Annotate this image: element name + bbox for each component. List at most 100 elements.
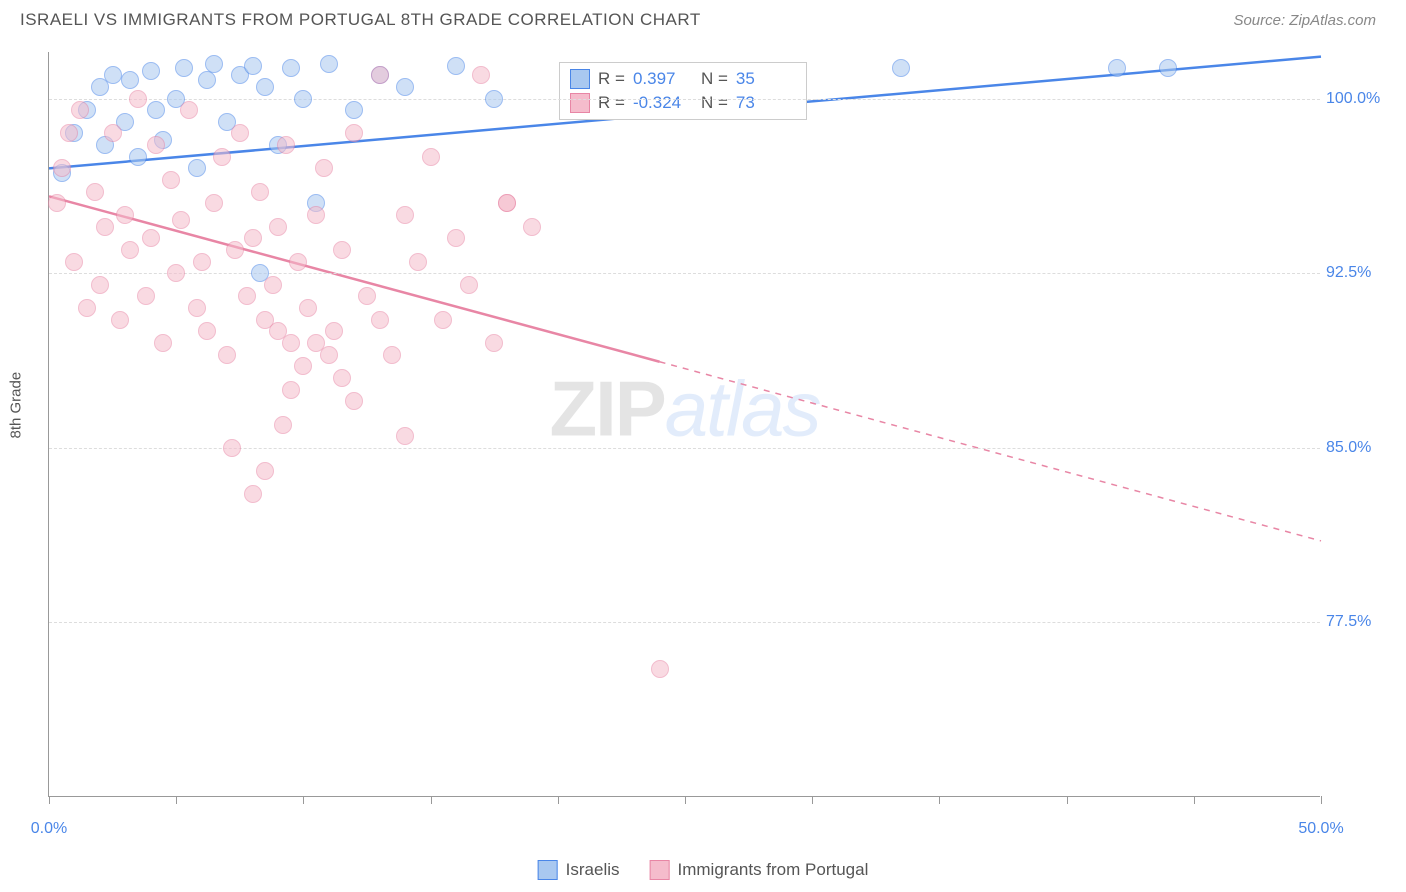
scatter-point [116, 206, 134, 224]
scatter-point [315, 159, 333, 177]
scatter-point [256, 462, 274, 480]
scatter-point [1108, 59, 1126, 77]
scatter-point [53, 159, 71, 177]
scatter-point [307, 206, 325, 224]
scatter-point [371, 66, 389, 84]
scatter-point [104, 124, 122, 142]
scatter-point [333, 369, 351, 387]
scatter-point [86, 183, 104, 201]
x-tick-label: 50.0% [1298, 820, 1343, 838]
legend-label: Israelis [566, 860, 620, 880]
trend-line-dashed [660, 362, 1321, 541]
scatter-point [111, 311, 129, 329]
legend-item: Israelis [538, 860, 620, 880]
scatter-point [48, 194, 66, 212]
r-label: R = [598, 93, 625, 113]
scatter-point [244, 57, 262, 75]
scatter-point [231, 124, 249, 142]
chart-title: ISRAELI VS IMMIGRANTS FROM PORTUGAL 8TH … [20, 10, 701, 30]
scatter-point [422, 148, 440, 166]
trend-line [49, 196, 660, 361]
scatter-point [333, 241, 351, 259]
scatter-point [269, 218, 287, 236]
scatter-point [345, 101, 363, 119]
x-tick [1194, 796, 1195, 804]
r-label: R = [598, 69, 625, 89]
scatter-point [409, 253, 427, 271]
scatter-point [244, 485, 262, 503]
scatter-point [294, 90, 312, 108]
scatter-point [282, 381, 300, 399]
x-tick [49, 796, 50, 804]
x-tick [1321, 796, 1322, 804]
scatter-point [1159, 59, 1177, 77]
scatter-point [175, 59, 193, 77]
scatter-point [193, 253, 211, 271]
scatter-point [238, 287, 256, 305]
scatter-point [129, 90, 147, 108]
scatter-point [282, 59, 300, 77]
scatter-point [218, 346, 236, 364]
y-axis-label: 8th Grade [8, 372, 25, 439]
scatter-point [137, 287, 155, 305]
scatter-point [121, 71, 139, 89]
scatter-point [345, 392, 363, 410]
scatter-point [244, 229, 262, 247]
x-tick-label: 0.0% [31, 820, 67, 838]
chart-header: ISRAELI VS IMMIGRANTS FROM PORTUGAL 8TH … [0, 0, 1406, 36]
scatter-point [147, 101, 165, 119]
scatter-point [96, 218, 114, 236]
legend-swatch [570, 93, 590, 113]
scatter-point [325, 322, 343, 340]
scatter-point [892, 59, 910, 77]
scatter-point [188, 159, 206, 177]
scatter-point [205, 194, 223, 212]
scatter-point [269, 322, 287, 340]
correlation-row: R =-0.324N =73 [570, 91, 796, 115]
scatter-point [345, 124, 363, 142]
y-tick-label: 77.5% [1326, 613, 1396, 631]
scatter-point [205, 55, 223, 73]
trend-lines [49, 52, 1320, 796]
scatter-point [277, 136, 295, 154]
scatter-point [65, 253, 83, 271]
scatter-point [172, 211, 190, 229]
scatter-point [396, 206, 414, 224]
gridline [49, 622, 1320, 623]
scatter-point [198, 322, 216, 340]
scatter-point [104, 66, 122, 84]
legend-item: Immigrants from Portugal [650, 860, 869, 880]
x-tick [812, 796, 813, 804]
y-tick-label: 100.0% [1326, 90, 1396, 108]
x-tick [303, 796, 304, 804]
scatter-point [60, 124, 78, 142]
scatter-point [129, 148, 147, 166]
scatter-point [121, 241, 139, 259]
scatter-point [485, 334, 503, 352]
correlation-legend: R =0.397N =35R =-0.324N =73 [559, 62, 807, 120]
scatter-point [447, 229, 465, 247]
gridline [49, 273, 1320, 274]
x-tick [176, 796, 177, 804]
scatter-point [78, 299, 96, 317]
legend-swatch [650, 860, 670, 880]
scatter-point [147, 136, 165, 154]
scatter-point [299, 299, 317, 317]
scatter-point [142, 229, 160, 247]
n-label: N = [701, 69, 728, 89]
scatter-point [154, 334, 172, 352]
scatter-point [226, 241, 244, 259]
scatter-point [651, 660, 669, 678]
source-label: Source: ZipAtlas.com [1233, 12, 1376, 29]
scatter-point [498, 194, 516, 212]
scatter-point [371, 311, 389, 329]
y-tick-label: 92.5% [1326, 264, 1396, 282]
n-value: 35 [736, 69, 796, 89]
scatter-point [320, 55, 338, 73]
scatter-point [167, 264, 185, 282]
scatter-point [264, 276, 282, 294]
x-tick [685, 796, 686, 804]
scatter-point [213, 148, 231, 166]
legend-swatch [570, 69, 590, 89]
r-value: -0.324 [633, 93, 693, 113]
